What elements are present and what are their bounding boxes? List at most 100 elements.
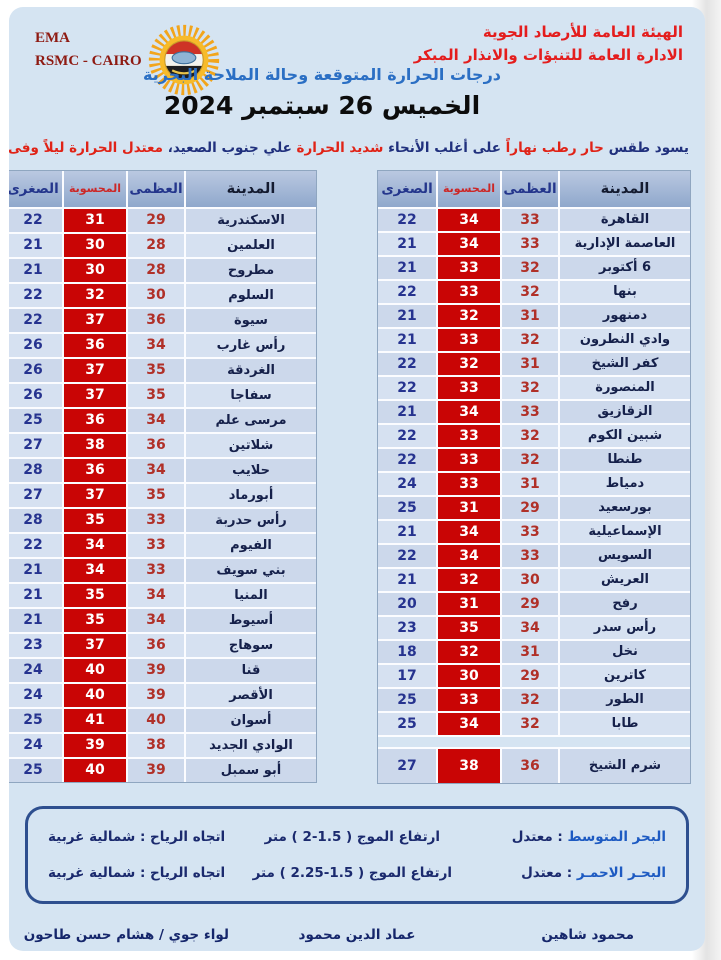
feels-temp-cell: 31 bbox=[438, 496, 500, 519]
feels-temp-cell: 39 bbox=[64, 733, 126, 757]
column-header-min: الصغرى bbox=[378, 170, 436, 207]
table-row: دمياط 31 33 24 bbox=[378, 472, 690, 495]
city-cell: الفيوم bbox=[186, 533, 316, 557]
table-row: أبو سمبل 39 40 25 bbox=[9, 758, 316, 782]
feels-temp-cell: 37 bbox=[64, 483, 126, 507]
min-temp-cell: 27 bbox=[378, 748, 436, 783]
bulletin-header: EMA RSMC - CAIRO الهيئة العامة للأرصاد ا… bbox=[9, 7, 705, 135]
sea-state: البحـر الاحمـر : معتدل bbox=[469, 865, 666, 881]
feels-temp-cell: 34 bbox=[438, 520, 500, 543]
min-temp-cell: 23 bbox=[9, 633, 62, 657]
table-row: العريش 30 32 21 bbox=[378, 568, 690, 591]
max-temp-cell: 32 bbox=[502, 448, 558, 471]
max-temp-cell: 34 bbox=[502, 616, 558, 639]
table-row: السلوم 30 32 22 bbox=[9, 283, 316, 307]
city-cell: كاترين bbox=[560, 664, 690, 687]
city-cell: دمياط bbox=[560, 472, 690, 495]
signature-name: لواء جوي / هشام حسن طاحون bbox=[23, 926, 229, 943]
max-temp-cell: 35 bbox=[128, 483, 184, 507]
feels-temp-cell: 38 bbox=[438, 748, 500, 783]
city-cell: طابا bbox=[560, 712, 690, 735]
max-temp-cell: 39 bbox=[128, 658, 184, 682]
min-temp-cell: 21 bbox=[378, 568, 436, 591]
feels-temp-cell: 34 bbox=[438, 544, 500, 567]
city-cell: الأقصر bbox=[186, 683, 316, 707]
max-temp-cell: 32 bbox=[502, 712, 558, 735]
min-temp-cell: 17 bbox=[378, 664, 436, 687]
column-header-feels: المحسوبة bbox=[438, 170, 500, 207]
max-temp-cell: 34 bbox=[128, 458, 184, 482]
table-row: العلمين 28 30 21 bbox=[9, 233, 316, 257]
max-temp-cell: 39 bbox=[128, 758, 184, 782]
feels-temp-cell: 32 bbox=[64, 283, 126, 307]
max-temp-cell: 32 bbox=[502, 688, 558, 711]
min-temp-cell: 21 bbox=[378, 520, 436, 543]
city-cell: الإسماعيلية bbox=[560, 520, 690, 543]
bulletin-title: درجات الحرارة المتوقعة وحالة الملاحة الب… bbox=[142, 65, 501, 84]
table-row: المنيا 34 35 21 bbox=[9, 583, 316, 607]
table-row: سفاجا 35 37 26 bbox=[9, 383, 316, 407]
signature-name: عماد الدين محمود bbox=[298, 926, 416, 943]
feels-temp-cell: 32 bbox=[438, 304, 500, 327]
max-temp-cell: 33 bbox=[502, 208, 558, 231]
feels-temp-cell: 36 bbox=[64, 458, 126, 482]
city-cell: المنيا bbox=[186, 583, 316, 607]
table-row: حلايب 34 36 28 bbox=[9, 458, 316, 482]
min-temp-cell: 22 bbox=[9, 208, 62, 232]
city-cell: الزقازيق bbox=[560, 400, 690, 423]
feels-temp-cell: 34 bbox=[64, 558, 126, 582]
sea-state: البحر المتوسط : معتدل bbox=[469, 829, 666, 845]
signature-block: لواء جوي / هشام حسن طاحون رئيس مجلس الإدا… bbox=[19, 924, 234, 951]
feels-temp-cell: 33 bbox=[438, 472, 500, 495]
min-temp-cell: 21 bbox=[378, 256, 436, 279]
feels-temp-cell: 31 bbox=[64, 208, 126, 232]
signature-block: عماد الدين محمود رئيس الإدارة المركزية لل… bbox=[234, 924, 481, 951]
wave-range: 2-1.5 bbox=[302, 828, 342, 845]
table-row: رفح 29 31 20 bbox=[378, 592, 690, 615]
city-cell: بنها bbox=[560, 280, 690, 303]
max-temp-cell: 36 bbox=[128, 633, 184, 657]
table-row: أبورماد 35 37 27 bbox=[9, 483, 316, 507]
table-row: القاهرة 33 34 22 bbox=[378, 208, 690, 231]
max-temp-cell: 28 bbox=[128, 258, 184, 282]
table-row: الاسكندرية 29 31 22 bbox=[9, 208, 316, 232]
max-temp-cell: 32 bbox=[502, 280, 558, 303]
city-cell: الوادي الجديد bbox=[186, 733, 316, 757]
max-temp-cell: 34 bbox=[128, 408, 184, 432]
max-temp-cell: 28 bbox=[128, 233, 184, 257]
max-temp-cell: 34 bbox=[128, 333, 184, 357]
max-temp-cell: 32 bbox=[502, 424, 558, 447]
min-temp-cell: 21 bbox=[9, 233, 62, 257]
feels-temp-cell: 35 bbox=[438, 616, 500, 639]
min-temp-cell: 24 bbox=[9, 733, 62, 757]
wave-height: ارتفاع الموج ( 2-1.5 ) متر bbox=[235, 829, 469, 845]
feels-temp-cell: 33 bbox=[438, 448, 500, 471]
signature-title: رئيس الإدارة المركزية للتنبؤات والإنذار … bbox=[234, 947, 481, 951]
feels-temp-cell: 32 bbox=[438, 352, 500, 375]
column-header-max: العظمى bbox=[128, 170, 184, 207]
max-temp-cell: 39 bbox=[128, 683, 184, 707]
table-header-row: المدينة العظمى المحسوبة الصغرى bbox=[378, 170, 690, 207]
ema-sun-logo-icon bbox=[148, 24, 220, 96]
min-temp-cell: 18 bbox=[378, 640, 436, 663]
feels-temp-cell: 35 bbox=[64, 583, 126, 607]
feels-temp-cell: 41 bbox=[64, 708, 126, 732]
table-row: الفيوم 33 34 22 bbox=[9, 533, 316, 557]
feels-temp-cell: 33 bbox=[438, 376, 500, 399]
min-temp-cell: 22 bbox=[378, 352, 436, 375]
city-cell: المنصورة bbox=[560, 376, 690, 399]
weather-bulletin-document: EMA RSMC - CAIRO الهيئة العامة للأرصاد ا… bbox=[9, 7, 705, 951]
city-cell: أبورماد bbox=[186, 483, 316, 507]
wind-direction: اتجاه الرياح : شمالية غربية bbox=[48, 864, 226, 881]
max-temp-cell: 32 bbox=[502, 328, 558, 351]
min-temp-cell: 21 bbox=[378, 328, 436, 351]
max-temp-cell: 33 bbox=[502, 232, 558, 255]
city-cell: نخل bbox=[560, 640, 690, 663]
city-cell: رأس سدر bbox=[560, 616, 690, 639]
max-temp-cell: 36 bbox=[128, 433, 184, 457]
sea-state-value: : معتدل bbox=[521, 864, 577, 881]
table-row: طابا 32 34 25 bbox=[378, 712, 690, 735]
table-row: مرسى علم 34 36 25 bbox=[9, 408, 316, 432]
feels-temp-cell: 31 bbox=[438, 592, 500, 615]
feels-temp-cell: 34 bbox=[64, 533, 126, 557]
